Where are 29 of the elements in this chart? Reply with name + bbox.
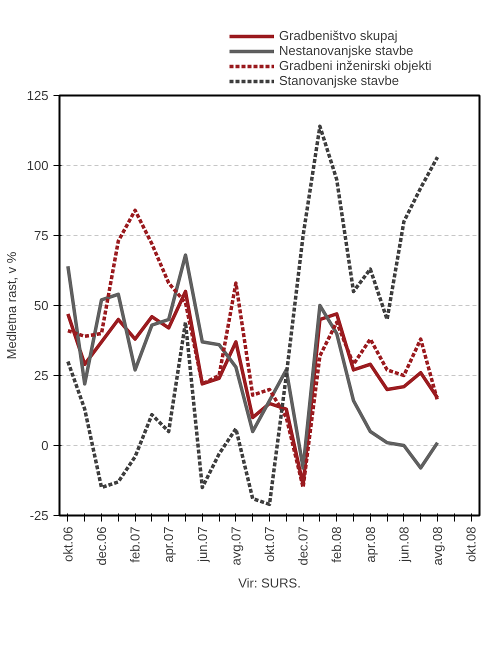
y-tick-label: 75: [34, 228, 49, 243]
y-tick-label: 100: [26, 158, 49, 173]
x-tick-label: dec.06: [94, 526, 109, 566]
x-tick-label: feb.08: [329, 526, 344, 563]
y-axis-title: Medletna rast, v %: [4, 251, 19, 360]
x-tick-label: avg.08: [430, 526, 445, 566]
x-tick-label: okt.06: [60, 526, 76, 562]
line-series: [66, 124, 440, 506]
text: Vir: SURS.: [238, 576, 301, 590]
x-tick-label: okt.08: [464, 526, 479, 562]
x-tick-label: apr.08: [362, 526, 378, 563]
legend-label: Gradbeni inženirski objekti: [279, 58, 432, 73]
x-tick-label: jun.07: [194, 526, 210, 563]
line-series: [66, 253, 440, 470]
y-tick-label: -25: [30, 508, 49, 523]
legend-label: Stanovanjske stavbe: [279, 73, 399, 88]
x-tick-label: okt.07: [262, 526, 277, 562]
y-tick-label: 25: [34, 368, 49, 383]
y-tick-label: 50: [34, 298, 49, 313]
y-tick-label: 0: [41, 438, 49, 453]
x-tick-label: avg.07: [228, 526, 244, 566]
y-tick-label: 125: [26, 88, 49, 103]
line-series: [66, 208, 440, 490]
x-tick-label: dec.07: [296, 526, 311, 566]
x-tick-label: jun.08: [396, 526, 412, 563]
x-tick-label: feb.07: [128, 526, 143, 563]
legend-label: Nestanovanjske stavbe: [279, 43, 414, 58]
x-tick-label: apr.07: [161, 526, 176, 563]
legend-label: Gradbeništvo skupaj: [279, 28, 398, 43]
